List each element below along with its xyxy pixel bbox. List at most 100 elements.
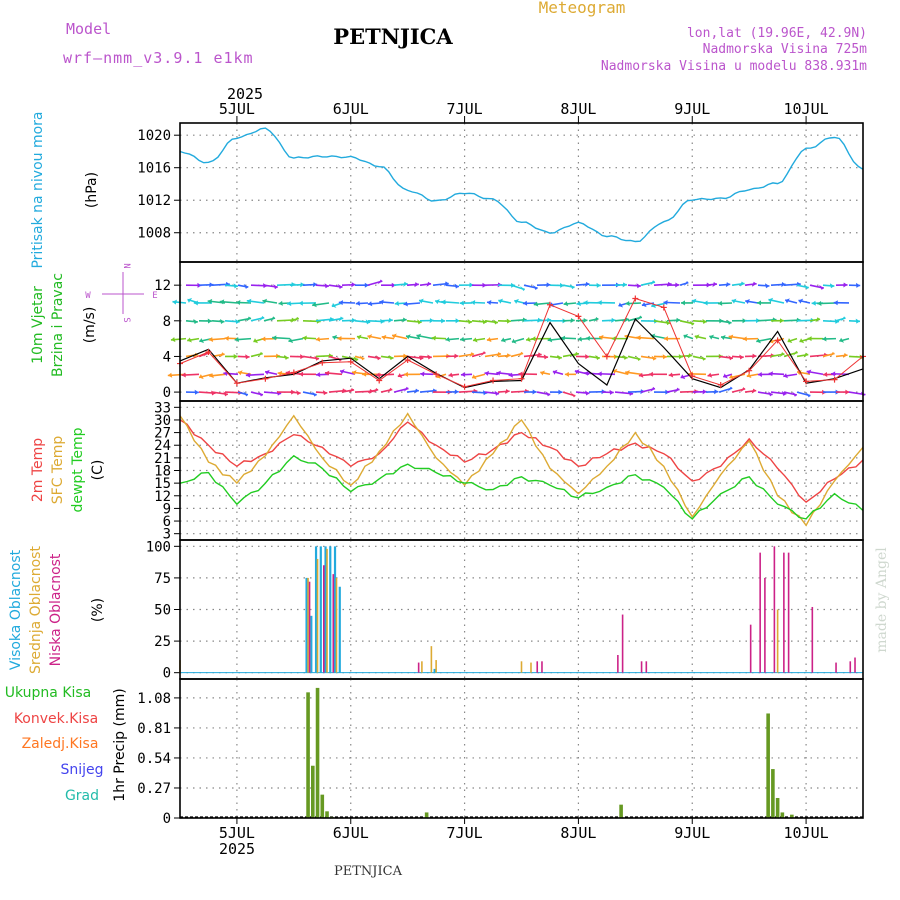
y-tick-label: 0.81 — [137, 721, 171, 737]
bottom-day-label: 6JUL — [333, 824, 369, 842]
wind-gust-marker — [746, 367, 753, 374]
y-tick-label: 0.27 — [137, 781, 171, 797]
wind-arrowhead — [506, 353, 511, 359]
wind-gust-marker — [347, 358, 354, 365]
wind-arrowhead — [454, 283, 460, 289]
wind-arrowhead — [454, 389, 459, 395]
wind-arrowhead — [284, 354, 289, 360]
wind-arrowhead — [817, 300, 822, 306]
wind-arrowhead — [779, 318, 784, 324]
wind-arrowhead — [365, 319, 371, 325]
wind-arrowhead — [454, 353, 459, 359]
precip-bar — [775, 797, 780, 818]
bottom-day-label: 10JUL — [784, 824, 829, 842]
wind-arrowhead — [593, 317, 599, 323]
wind-arrowhead — [728, 334, 734, 340]
precip-bar — [771, 769, 775, 818]
wind-arrowhead — [233, 283, 238, 289]
wind-arrowhead — [364, 282, 369, 288]
wind-arrowhead — [683, 281, 689, 287]
wind-arrowhead — [315, 336, 321, 342]
wind-arrowhead — [245, 354, 250, 360]
wind-arrowhead — [482, 319, 487, 325]
wind-arrowhead — [574, 369, 580, 375]
wind-arrowhead — [573, 351, 579, 357]
y-tick-label: 3 — [163, 527, 171, 543]
wind-arrowhead — [469, 352, 475, 358]
wind-arrowhead — [484, 370, 490, 376]
wind-arrowhead — [635, 356, 641, 362]
wind-arrowhead — [427, 354, 432, 360]
wind-arrowhead — [312, 282, 318, 288]
wind-gust-marker — [831, 376, 838, 383]
wind-arrowhead — [285, 370, 291, 376]
top-day-ticks: 5JUL 6JUL 7JUL 8JUL 9JUL 10JUL — [219, 100, 829, 123]
bottom-day-label: 7JUL — [447, 824, 483, 842]
compass-south: S — [121, 317, 131, 322]
wind-arrowhead — [558, 389, 563, 395]
wind-arrowhead — [480, 351, 486, 357]
wind-arrowhead — [311, 391, 317, 397]
wind-gust-marker — [660, 304, 667, 311]
wind-arrowhead — [674, 387, 680, 393]
wind-arrowhead — [207, 298, 213, 304]
wind-arrowhead — [756, 300, 762, 306]
wind-arrowhead — [337, 335, 342, 341]
wind-arrowhead — [441, 318, 446, 324]
wind-arrowhead — [793, 350, 798, 356]
wind-arrowhead — [781, 282, 786, 288]
wind-arrowhead — [219, 352, 225, 358]
wind-arrowhead — [757, 371, 763, 377]
wind-arrowhead — [725, 282, 731, 288]
wind-arrowhead — [545, 391, 551, 397]
y-tick-label: 75 — [154, 571, 171, 587]
wind-arrowhead — [324, 370, 330, 376]
precip-bar — [766, 713, 770, 818]
wind-arrowhead — [636, 335, 641, 341]
wind-arrowhead — [235, 319, 240, 325]
wind-arrowhead — [751, 388, 757, 394]
wind-arrowhead — [742, 318, 747, 324]
y-tick-label: 12 — [154, 278, 171, 294]
wind-gust-marker — [774, 337, 781, 344]
wind-arrowhead — [508, 372, 513, 378]
wind-arrowhead — [314, 355, 320, 361]
wind-gust-marker — [518, 375, 525, 382]
wind-arrowhead — [570, 318, 575, 324]
wind-arrowhead — [829, 283, 835, 289]
wind-gust-marker — [603, 353, 610, 360]
wind-arrowhead — [520, 286, 525, 292]
wind-arrowhead — [740, 387, 746, 393]
wind-arrowhead — [472, 374, 477, 380]
wind-arrowhead — [403, 301, 408, 307]
wind-arrowhead — [781, 390, 787, 396]
wind-arrowhead — [322, 390, 328, 396]
wind-arrowhead — [687, 353, 693, 359]
y-tick-label: 24 — [154, 438, 171, 454]
credit-text: made by Angel — [874, 547, 890, 653]
wind-arrowhead — [460, 372, 466, 378]
wind-arrowhead — [625, 301, 630, 307]
wind-arrowhead — [700, 355, 706, 361]
bottom-day-label: 5JUL — [219, 824, 255, 842]
wind-arrowhead — [332, 334, 338, 340]
wind-arrowhead — [435, 299, 440, 305]
wind-arrowhead — [807, 336, 812, 342]
wind-arrowhead — [663, 336, 668, 342]
wind-arrowhead — [522, 300, 528, 306]
wind-arrowhead — [739, 281, 745, 287]
wind-arrowhead — [623, 354, 628, 360]
wind-arrowhead — [187, 337, 192, 343]
bottom-day-ticks: 5JUL 6JUL 7JUL 8JUL 9JUL 10JUL — [219, 818, 829, 842]
wind-arrowhead — [650, 386, 656, 392]
wind-arrowhead — [540, 370, 545, 376]
precip-legend-item: Snijeg — [60, 762, 103, 778]
top-day-label: 9JUL — [674, 100, 710, 118]
wind-arrowhead — [514, 298, 519, 304]
wind-gust-marker — [290, 369, 297, 376]
wind-arrowhead — [316, 372, 321, 378]
wind-arrowhead — [246, 316, 252, 322]
wind-arrowhead — [493, 319, 498, 325]
wind-gust-marker — [376, 377, 383, 384]
wind-arrowhead — [359, 355, 365, 361]
